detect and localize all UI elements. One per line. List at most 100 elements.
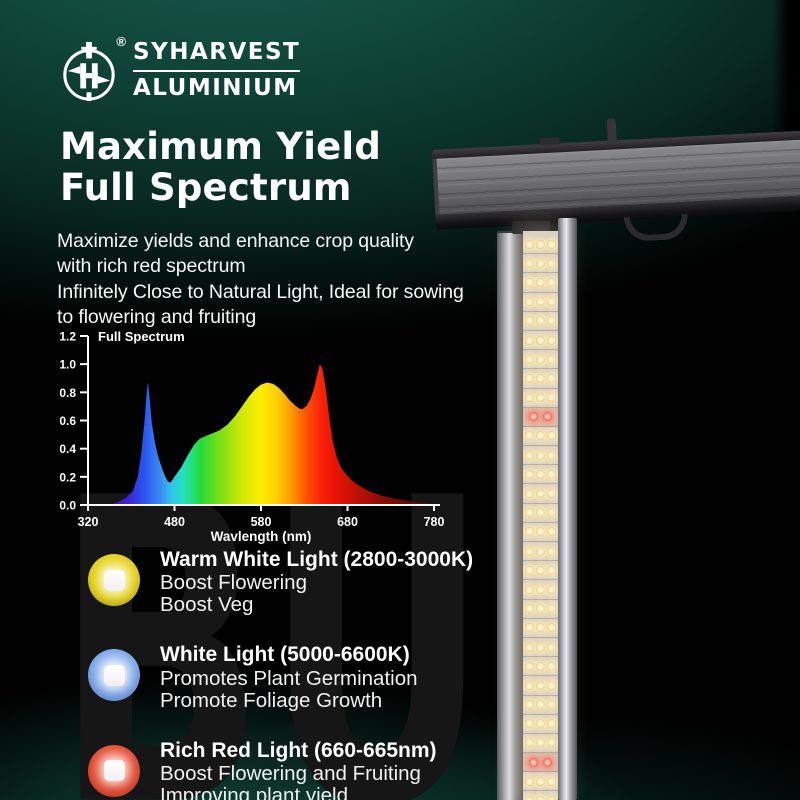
warm-white-led bbox=[547, 393, 556, 403]
description-line: Infinitely Close to Natural Light, Ideal… bbox=[57, 280, 464, 303]
legend-item-title: Warm White Light (2800-3000K) bbox=[160, 548, 474, 571]
warm-white-led bbox=[547, 700, 556, 710]
red-led bbox=[543, 757, 552, 767]
warm-white-led bbox=[536, 680, 545, 690]
warm-white-led bbox=[536, 393, 545, 403]
warm-white-led bbox=[536, 297, 545, 307]
warm-white-led bbox=[547, 776, 556, 786]
warm-white-led bbox=[525, 297, 534, 307]
legend-item-line: Improving plant yield bbox=[160, 784, 349, 800]
warm-white-led bbox=[525, 700, 534, 710]
legend-item-line: Boost Flowering bbox=[160, 571, 307, 595]
warm-white-led bbox=[536, 431, 545, 441]
warm-white-led bbox=[547, 642, 556, 652]
warm-white-led bbox=[536, 469, 545, 479]
legend-item: Rich Red Light (660-665nm) Boost Flowerin… bbox=[88, 739, 473, 800]
chart-x-axis-label: Wavlength (nm) bbox=[211, 529, 312, 544]
warm-white-led bbox=[525, 450, 534, 460]
warm-white-led bbox=[525, 277, 534, 287]
legend-item-line: Promote Foliage Growth bbox=[160, 688, 383, 712]
warm-white-led bbox=[525, 335, 534, 345]
warm-white-led bbox=[547, 431, 556, 441]
spectrum-chart: 0.0 0.2 0.4 0.6 0.8 1.0 1.2 320 480 580 680 780 Full… bbox=[59, 330, 445, 544]
chart-x-tick-label: 480 bbox=[164, 515, 185, 529]
warm-white-led bbox=[525, 565, 534, 575]
warm-white-led-row bbox=[523, 504, 558, 523]
led-chip-icon bbox=[103, 664, 125, 686]
headline-line-2: Full Spectrum bbox=[60, 166, 352, 210]
warm-white-led-row bbox=[523, 561, 558, 581]
led-chip-icon bbox=[103, 760, 125, 782]
headline-line-1: Maximum Yield bbox=[60, 125, 382, 168]
warm-white-led bbox=[547, 258, 556, 268]
chart-x-tick-label: 320 bbox=[78, 515, 99, 529]
mounting-pole bbox=[558, 218, 577, 800]
chart-x-tick-label: 780 bbox=[424, 515, 445, 529]
led-chip-icon bbox=[103, 569, 125, 591]
warm-white-led bbox=[547, 661, 556, 671]
warm-white-led bbox=[525, 546, 534, 556]
legend-item: White Light (5000-6600K) Promotes Plant G… bbox=[88, 643, 473, 711]
warm-white-led-row bbox=[523, 772, 558, 792]
warm-white-led bbox=[547, 316, 556, 326]
warm-white-led-row bbox=[523, 389, 558, 408]
warm-white-led bbox=[536, 661, 545, 671]
warm-white-led-icon bbox=[88, 554, 140, 606]
legend-item-line: Boost Flowering and Fruiting bbox=[160, 761, 421, 785]
red-led bbox=[529, 757, 538, 767]
legend-item-line: Promotes Plant Germination bbox=[160, 666, 418, 690]
warm-white-led bbox=[536, 373, 545, 383]
led-bar-left-rail bbox=[497, 231, 523, 800]
warm-white-led-row bbox=[523, 273, 558, 293]
warm-white-led bbox=[547, 546, 556, 556]
chart-y-tick-label: 1.2 bbox=[59, 330, 76, 344]
chart-y-tick-label: 0.2 bbox=[59, 470, 76, 484]
warm-white-led bbox=[547, 489, 556, 499]
warm-white-led bbox=[536, 239, 545, 249]
warm-white-led bbox=[536, 258, 545, 268]
chart-title: Full Spectrum bbox=[98, 330, 185, 344]
warm-white-led bbox=[525, 604, 534, 614]
red-led bbox=[529, 412, 538, 422]
warm-white-led bbox=[547, 584, 556, 594]
fixture-vent-notch bbox=[539, 137, 560, 146]
warm-white-led bbox=[525, 508, 534, 518]
warm-white-led bbox=[547, 354, 556, 364]
warm-white-led bbox=[547, 508, 556, 518]
warm-white-led-row bbox=[523, 791, 558, 800]
red-led-row bbox=[523, 407, 558, 427]
chart-y-tick-label: 0.0 bbox=[59, 499, 76, 513]
warm-white-led bbox=[547, 623, 556, 633]
warm-white-led bbox=[547, 239, 556, 249]
warm-white-led bbox=[547, 335, 556, 345]
warm-white-led-row bbox=[523, 523, 558, 542]
warm-white-led bbox=[525, 623, 534, 633]
warm-white-led bbox=[536, 489, 545, 499]
warm-white-led bbox=[536, 527, 545, 537]
warm-white-led bbox=[525, 527, 534, 537]
warm-white-led bbox=[525, 738, 534, 748]
legend-item-line: Boost Veg bbox=[160, 593, 254, 617]
warm-white-led bbox=[547, 277, 556, 287]
warm-white-led bbox=[547, 297, 556, 307]
warm-white-led bbox=[547, 719, 556, 729]
description-line: Maximize yields and enhance crop quality bbox=[57, 230, 414, 252]
warm-white-led-row bbox=[523, 676, 558, 696]
chart-y-tick-label: 0.6 bbox=[59, 414, 76, 428]
syharvest-logo-icon: ® bbox=[60, 34, 126, 104]
warm-white-led bbox=[536, 700, 545, 710]
warm-white-led bbox=[547, 469, 556, 479]
warm-white-led bbox=[525, 796, 534, 800]
warm-white-led bbox=[536, 508, 545, 518]
warm-white-led bbox=[536, 776, 545, 786]
chart-y-tick-label: 1.0 bbox=[59, 358, 76, 372]
warm-white-led-row bbox=[523, 600, 558, 619]
warm-white-led-row bbox=[523, 350, 558, 370]
warm-white-led-row bbox=[523, 619, 558, 638]
warm-white-led bbox=[536, 796, 545, 800]
legend-item-title: Rich Red Light (660-665nm) bbox=[160, 738, 437, 762]
warm-white-led bbox=[536, 584, 545, 594]
warm-white-led-row bbox=[523, 312, 558, 331]
